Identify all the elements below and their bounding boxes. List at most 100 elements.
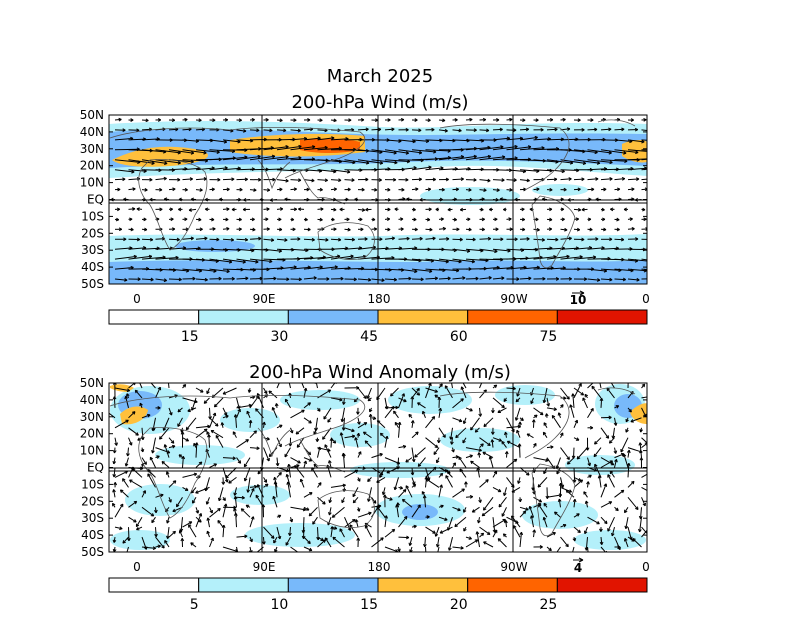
- vector-head: [374, 118, 379, 123]
- vector-head: [271, 154, 276, 159]
- wind-vector: [398, 445, 406, 449]
- vector-head: [257, 154, 261, 159]
- vector-head: [176, 503, 180, 508]
- wind-vector: [155, 536, 165, 549]
- vector-head: [584, 393, 589, 398]
- vector-head: [232, 431, 237, 435]
- vector-head: [249, 538, 253, 543]
- colorbar-swatch: [377, 577, 469, 593]
- vector-head: [150, 513, 155, 517]
- vector-head: [650, 277, 653, 280]
- vector-head: [206, 431, 210, 435]
- vector-head: [451, 449, 455, 453]
- vector-head: [521, 207, 525, 212]
- vector-head: [641, 383, 646, 388]
- vector-head: [408, 276, 412, 281]
- vector-head: [400, 227, 404, 232]
- vector-head: [305, 507, 310, 511]
- vector-head: [212, 412, 217, 417]
- vector-head: [621, 176, 626, 181]
- wind-vector: [234, 496, 237, 508]
- vector-head: [416, 392, 421, 396]
- wind-vector: [141, 278, 154, 281]
- vector-head: [648, 129, 651, 132]
- wind-vector: [352, 496, 359, 504]
- vector-head: [204, 207, 209, 212]
- vector-head: [402, 444, 407, 449]
- wind-vector: [125, 457, 129, 467]
- wind-vector: [425, 383, 432, 399]
- wind-vector: [546, 159, 573, 164]
- vector-head: [498, 438, 502, 442]
- vector-head: [469, 494, 474, 499]
- wind-vector: [330, 255, 354, 260]
- vector-head: [326, 277, 330, 281]
- vector-head: [212, 118, 216, 123]
- vector-head: [295, 431, 300, 435]
- vector-head: [630, 480, 635, 485]
- wind-vector: [384, 247, 402, 250]
- vector-head: [652, 395, 655, 398]
- wind-vector: [371, 257, 395, 260]
- wind-vector: [222, 503, 227, 518]
- vector-head: [455, 455, 459, 459]
- wind-vector: [290, 546, 299, 552]
- vector-head: [488, 276, 492, 280]
- anomaly-coastlines: [109, 387, 636, 537]
- lon-label: 180: [368, 292, 391, 306]
- vector-head: [199, 188, 203, 192]
- vector-head: [569, 404, 573, 408]
- wind-vector: [479, 389, 487, 399]
- wind-vector: [284, 447, 291, 458]
- vector-head: [119, 526, 123, 531]
- vector-head: [454, 118, 458, 122]
- wind-vector: [249, 395, 260, 409]
- vector-head: [225, 474, 229, 479]
- vector-head: [427, 118, 431, 123]
- wind-vector: [232, 431, 237, 438]
- vector-head: [217, 177, 221, 182]
- colorbar-swatch: [467, 309, 558, 325]
- wind-vector: [155, 268, 176, 271]
- wind-vector: [627, 158, 647, 161]
- vector-head: [351, 434, 356, 439]
- wind-vector: [384, 278, 397, 281]
- vector-head: [185, 438, 190, 442]
- wind-vector: [222, 139, 241, 143]
- wind-vector: [182, 167, 201, 171]
- wind-vector: [398, 278, 412, 280]
- vector-head: [297, 178, 302, 183]
- vector-head: [514, 237, 518, 242]
- wind-vector: [155, 159, 181, 164]
- wind-vector: [303, 137, 321, 141]
- wind-vector: [182, 473, 197, 478]
- wind-vector: [249, 278, 263, 280]
- vector-head: [470, 460, 474, 465]
- wind-vector: [155, 257, 179, 260]
- vector-head: [472, 237, 476, 242]
- wind-vector: [217, 520, 224, 528]
- wind-vector: [444, 385, 453, 399]
- vector-head: [308, 420, 312, 424]
- vector-head: [572, 537, 577, 542]
- wind-vector: [128, 169, 147, 172]
- wind-vector: [506, 169, 526, 173]
- vector-head: [482, 451, 486, 456]
- vector-head: [440, 504, 444, 509]
- wind-vector: [641, 178, 647, 181]
- wind-vector: [479, 248, 498, 252]
- vector-head: [538, 503, 542, 508]
- vector-head: [657, 167, 660, 170]
- wind-vector: [543, 517, 548, 528]
- wind-vector: [384, 546, 398, 552]
- wind-vector: [290, 248, 309, 251]
- vector-head: [609, 160, 613, 165]
- vector-head: [187, 408, 191, 413]
- wind-vector: [344, 159, 370, 164]
- lat-label: 50N: [80, 108, 104, 122]
- vector-head: [453, 217, 457, 222]
- wind-vector: [425, 237, 436, 240]
- vector-head: [387, 118, 391, 122]
- wind-vector: [328, 460, 332, 468]
